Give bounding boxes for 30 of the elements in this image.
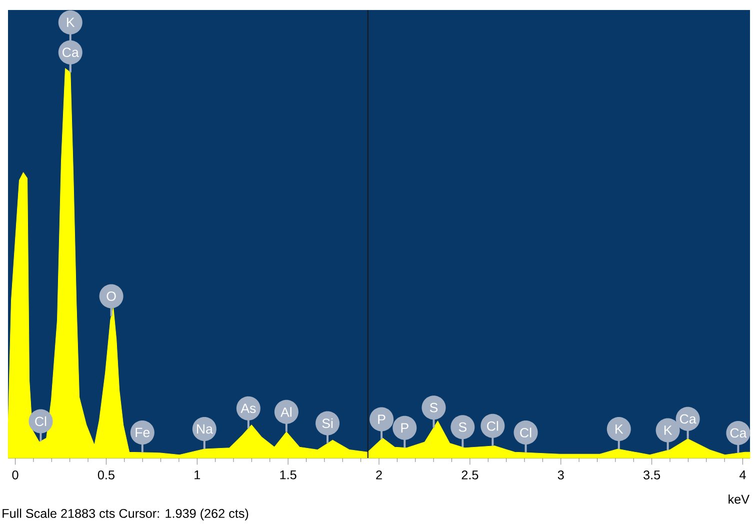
text: Full Scale 21883 cts Cursor: 1.939 (262 cts) [2,508,248,520]
annotation: K [664,426,672,435]
annotation: Ca [730,428,747,438]
annotation: K [616,424,624,434]
annotation: Ca [62,48,79,58]
annotation: P [401,423,408,432]
x-tick-label: 2 [376,470,382,480]
x-tick-label: 0 [12,470,18,480]
x-tick-label: 2.5 [462,470,478,480]
x-tick-label: 1 [194,470,200,480]
annotation: Si [322,418,333,428]
annotation: Al [280,407,292,417]
annotation: Cl [487,421,498,431]
annotation: O [106,292,116,301]
annotation: Cl [35,416,46,426]
annotation: As [240,404,256,414]
x-axis-title: keV [728,494,750,504]
x-tick-label: 1.5 [280,470,296,480]
x-tick-label: 3 [558,470,564,480]
annotation: Cl [520,428,532,438]
annotation: K [67,18,75,27]
x-tick-label: 4 [740,470,746,480]
x-tick-label: 0.5 [98,470,114,480]
annotation: Na [197,424,213,434]
annotation: S [458,422,466,432]
annotation: P [378,414,386,424]
annotation: Fe [136,428,150,438]
annotation: Ca [680,414,696,424]
x-tick-label: 3.5 [644,470,660,480]
annotation: S [430,402,438,412]
